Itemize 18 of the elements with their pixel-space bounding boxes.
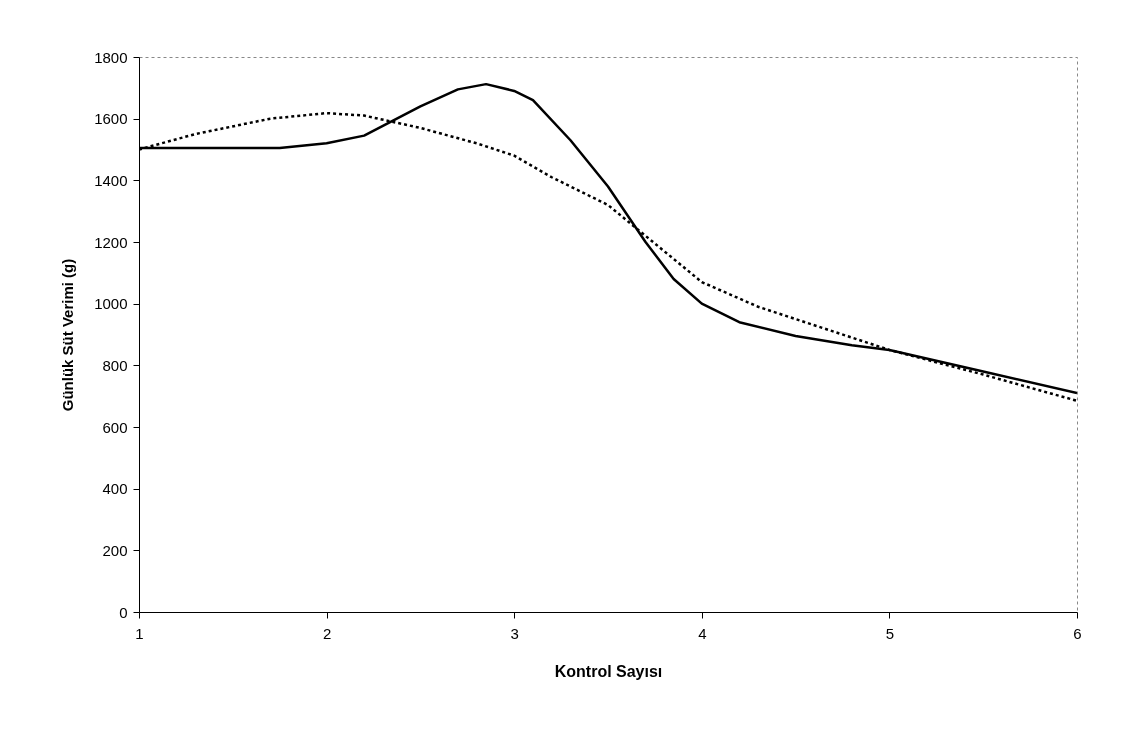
x-tick-label: 5 <box>885 624 895 642</box>
y-tick-label: 600 <box>102 418 128 436</box>
y-tick-label: 400 <box>102 480 128 498</box>
y-tick-label: 1600 <box>94 110 128 128</box>
x-axis-title: Kontrol Sayısı <box>554 662 663 680</box>
y-tick-label: 1200 <box>94 233 128 251</box>
y-tick-label: 1800 <box>94 48 128 66</box>
x-tick-label: 1 <box>135 624 144 642</box>
x-tick-label: 2 <box>322 624 332 642</box>
y-tick-label: 0 <box>119 603 128 621</box>
y-axis-title: Günlük Süt Verimi (g) <box>59 258 77 412</box>
y-tick-label: 1000 <box>94 295 128 313</box>
x-tick-label: 3 <box>510 624 519 642</box>
y-tick-label: 800 <box>102 356 128 374</box>
x-tick-label: 4 <box>698 624 707 642</box>
x-tick-label: 6 <box>1073 624 1082 642</box>
y-tick-label: 1400 <box>94 171 128 189</box>
y-tick-label: 200 <box>102 541 128 559</box>
